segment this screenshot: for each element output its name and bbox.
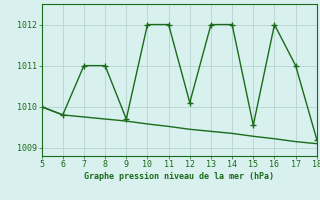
X-axis label: Graphe pression niveau de la mer (hPa): Graphe pression niveau de la mer (hPa)	[84, 172, 274, 181]
